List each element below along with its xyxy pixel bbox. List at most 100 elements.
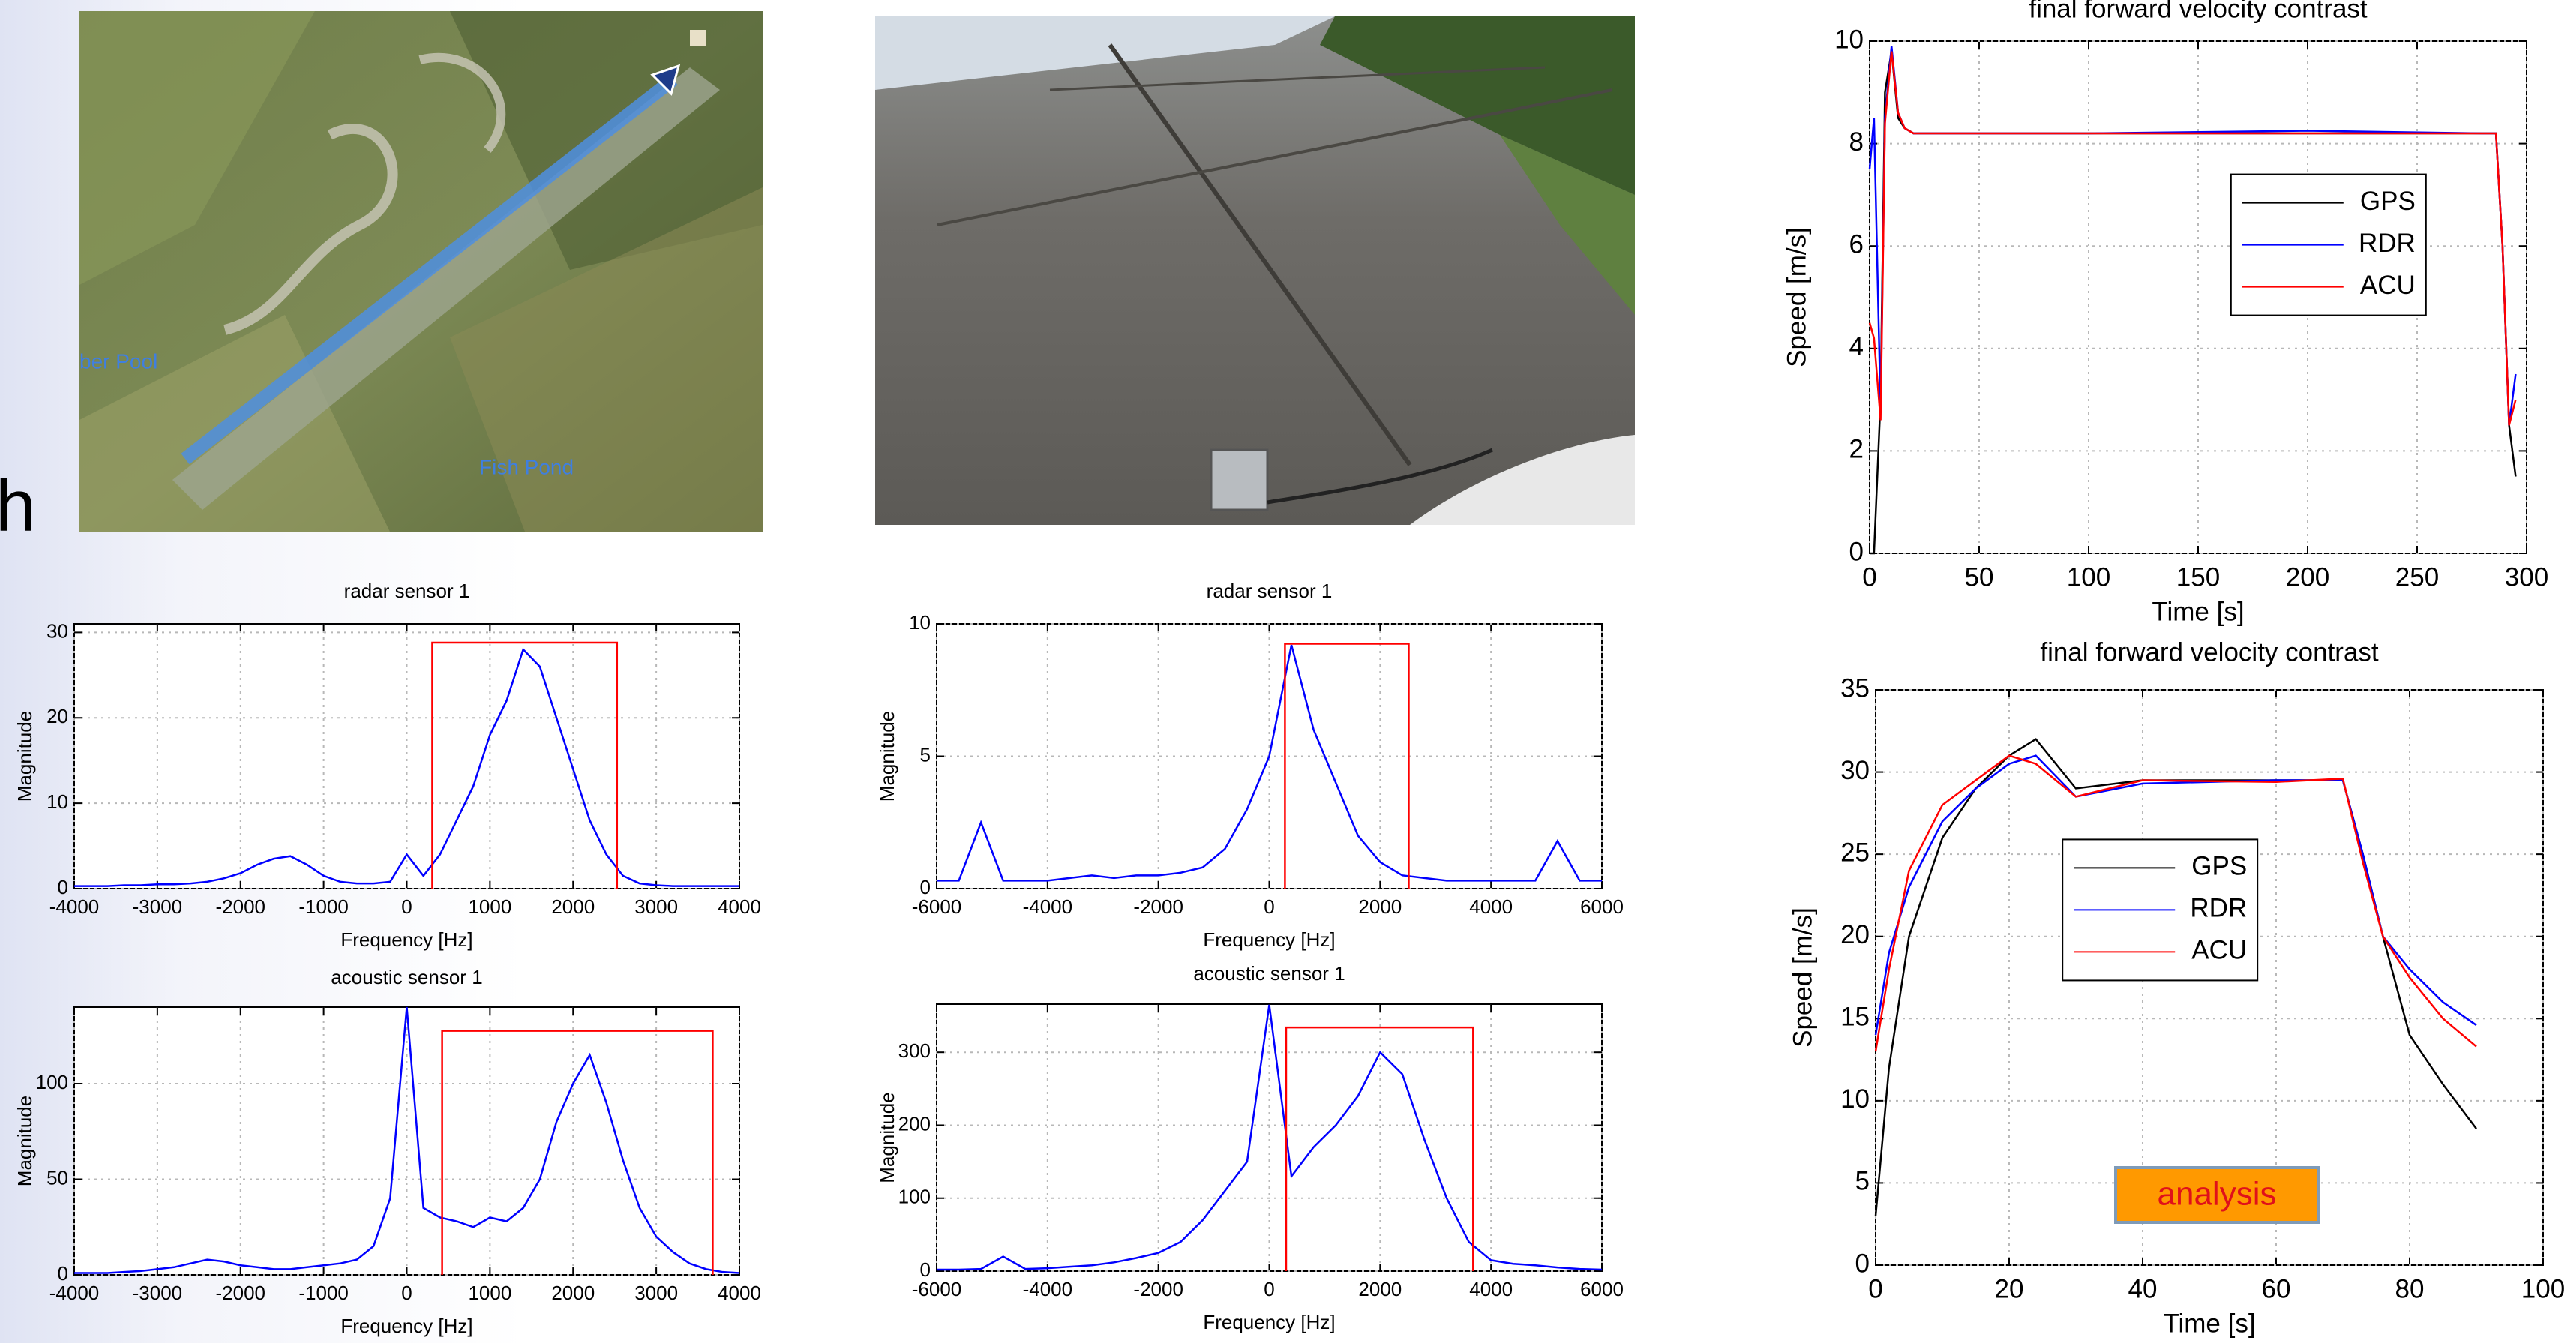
x-tick-label: 2000 bbox=[1358, 895, 1402, 918]
y-tick-label: 30 bbox=[46, 619, 68, 642]
y-tick-label: 0 bbox=[1855, 1249, 1870, 1278]
button-label[interactable]: analysis bbox=[2158, 1176, 2277, 1213]
y-axis-label: Speed [m/s] bbox=[1782, 227, 1811, 367]
y-tick-label: 200 bbox=[898, 1112, 931, 1135]
x-tick-label: -2000 bbox=[1133, 1278, 1183, 1300]
x-tick-label: -1000 bbox=[298, 1282, 349, 1304]
x-tick-label: -3000 bbox=[133, 1282, 183, 1304]
y-tick-label: 30 bbox=[1840, 756, 1870, 785]
x-tick-label: 0 bbox=[1264, 895, 1274, 918]
side-letter: h bbox=[0, 465, 36, 547]
chart-title: acoustic sensor 1 bbox=[1193, 962, 1345, 985]
chart: final forward velocity contrast 0 20 40 60 80… bbox=[1788, 637, 2565, 1338]
y-tick-label: 0 bbox=[58, 876, 68, 898]
x-tick-label: 0 bbox=[1862, 562, 1876, 592]
x-tick-label: -2000 bbox=[1133, 895, 1183, 918]
legend-label: GPS bbox=[2360, 187, 2416, 216]
x-tick-label: 1000 bbox=[468, 1282, 511, 1304]
x-tick-label: -4000 bbox=[1023, 1278, 1073, 1300]
x-axis-label: Frequency [Hz] bbox=[1203, 1311, 1335, 1333]
y-axis-label: Magnitude bbox=[13, 1096, 36, 1186]
chart: acoustic sensor 1 -6000 -4000 -2000 0 200 0 400… bbox=[876, 962, 1624, 1333]
chart-title: final forward velocity contrast bbox=[2029, 0, 2368, 23]
chart-title: acoustic sensor 1 bbox=[331, 966, 482, 988]
x-tick-label: -6000 bbox=[912, 895, 962, 918]
x-tick-label: -1000 bbox=[298, 895, 349, 918]
x-tick-label: 0 bbox=[1264, 1278, 1274, 1300]
y-tick-label: 0 bbox=[920, 876, 931, 898]
y-axis-label: Speed [m/s] bbox=[1788, 907, 1817, 1048]
x-tick-label: 300 bbox=[2505, 562, 2548, 592]
x-axis-label: Frequency [Hz] bbox=[340, 928, 472, 951]
plot-area bbox=[74, 624, 739, 889]
y-tick-label: 0 bbox=[1849, 537, 1864, 566]
x-tick-label: 100 bbox=[2521, 1274, 2565, 1303]
x-tick-label: 60 bbox=[2262, 1274, 2291, 1303]
x-tick-label: 100 bbox=[2067, 562, 2110, 592]
y-tick-label: 35 bbox=[1840, 673, 1870, 703]
x-tick-label: 1000 bbox=[468, 895, 511, 918]
legend-label: ACU bbox=[2360, 271, 2416, 300]
y-axis-label: Magnitude bbox=[876, 711, 898, 802]
y-tick-label: 10 bbox=[1834, 25, 1864, 54]
y-tick-label: 8 bbox=[1849, 127, 1864, 157]
x-axis-label: Time [s] bbox=[2163, 1309, 2255, 1338]
y-tick-label: 300 bbox=[898, 1039, 931, 1062]
y-tick-label: 0 bbox=[920, 1258, 931, 1281]
x-tick-label: -4000 bbox=[49, 1282, 100, 1304]
analysis-button[interactable]: analysis bbox=[2116, 1168, 2319, 1222]
legend-label: RDR bbox=[2190, 894, 2247, 923]
x-axis-label: Time [s] bbox=[2152, 597, 2244, 626]
legend-label: ACU bbox=[2191, 936, 2247, 965]
x-tick-label: 2000 bbox=[551, 895, 595, 918]
map-label: ber Pool bbox=[79, 349, 157, 373]
x-axis-label: Frequency [Hz] bbox=[1203, 928, 1335, 951]
chart-title: radar sensor 1 bbox=[1207, 580, 1333, 602]
y-tick-label: 25 bbox=[1840, 838, 1870, 867]
aerial-photo: ber Pool Fish Pond bbox=[79, 11, 763, 532]
x-tick-label: 6000 bbox=[1580, 1278, 1624, 1300]
y-tick-label: 10 bbox=[46, 790, 68, 813]
x-tick-label: 20 bbox=[1995, 1274, 2024, 1303]
chart: radar sensor 1 -4000 -3000 -2000 -1000 0 1000 2… bbox=[13, 580, 761, 951]
x-tick-label: 4000 bbox=[1469, 895, 1513, 918]
y-tick-label: 10 bbox=[1840, 1084, 1870, 1114]
x-tick-label: -4000 bbox=[49, 895, 100, 918]
y-tick-label: 10 bbox=[909, 611, 931, 634]
legend-label: RDR bbox=[2359, 229, 2416, 258]
x-tick-label: 4000 bbox=[718, 1282, 761, 1304]
page: h ber Pool Fish Pond radar sensor 1 -4000… bbox=[0, 0, 2576, 1343]
x-tick-label: 200 bbox=[2286, 562, 2329, 592]
x-tick-label: 2000 bbox=[551, 1282, 595, 1304]
plot-area bbox=[1870, 41, 2527, 553]
x-tick-label: 0 bbox=[401, 1282, 412, 1304]
chart: final forward velocity contrast050100150… bbox=[1782, 0, 2548, 626]
y-tick-label: 0 bbox=[58, 1262, 68, 1285]
y-tick-label: 5 bbox=[1855, 1167, 1870, 1196]
y-tick-label: 4 bbox=[1849, 332, 1864, 361]
x-tick-label: 3000 bbox=[634, 895, 678, 918]
y-tick-label: 20 bbox=[1840, 920, 1870, 949]
chart-title: radar sensor 1 bbox=[344, 580, 470, 602]
y-tick-label: 6 bbox=[1849, 229, 1864, 259]
x-tick-label: -6000 bbox=[912, 1278, 962, 1300]
legend-label: GPS bbox=[2191, 852, 2247, 881]
y-tick-label: 20 bbox=[46, 705, 68, 727]
y-axis-label: Magnitude bbox=[876, 1092, 898, 1183]
x-tick-label: 80 bbox=[2395, 1274, 2425, 1303]
x-tick-label: 0 bbox=[1868, 1274, 1882, 1303]
x-tick-label: 40 bbox=[2128, 1274, 2158, 1303]
x-tick-label: 50 bbox=[1965, 562, 1994, 592]
x-tick-label: -2000 bbox=[216, 1282, 266, 1304]
slide: h ber Pool Fish Pond radar sensor 1 -4000… bbox=[0, 0, 2576, 1343]
x-tick-label: 4000 bbox=[718, 895, 761, 918]
chart-title: final forward velocity contrast bbox=[2040, 637, 2379, 667]
x-tick-label: 6000 bbox=[1580, 895, 1624, 918]
x-tick-label: 150 bbox=[2176, 562, 2220, 592]
x-tick-label: -2000 bbox=[216, 895, 266, 918]
x-tick-label: -3000 bbox=[133, 895, 183, 918]
chart: acoustic sensor 1 -4000 -3000 -2000 -1000 0 10… bbox=[13, 966, 761, 1337]
map-label: Fish Pond bbox=[479, 455, 574, 478]
x-tick-label: 4000 bbox=[1469, 1278, 1513, 1300]
